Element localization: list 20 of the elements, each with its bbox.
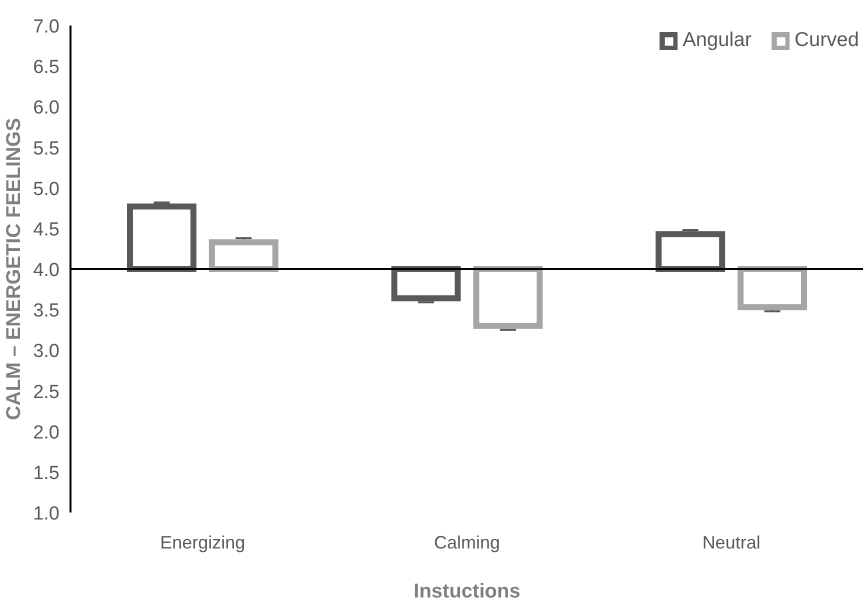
y-axis-title: CALM – ENERGETIC FEELINGS <box>3 118 26 420</box>
y-tick-label: 1.0 <box>33 504 60 524</box>
x-tick-label: Energizing <box>160 532 246 552</box>
legend-label: Angular <box>682 29 752 52</box>
y-tick-label: 4.0 <box>33 260 60 281</box>
y-tick-label: 3.0 <box>33 341 60 362</box>
x-axis-title: Instuctions <box>414 580 520 602</box>
y-tick-label: 1.5 <box>33 462 60 484</box>
y-tick-label: 6.0 <box>33 98 60 119</box>
x-tick-label: Calming <box>434 532 500 552</box>
legend-label: Curved <box>794 29 859 52</box>
y-tick-label: 3.5 <box>33 300 60 322</box>
x-tick-label: Neutral <box>702 532 760 552</box>
y-tick-label: 5.5 <box>33 138 60 160</box>
y-tick-label: 2.0 <box>33 422 60 444</box>
y-tick-label: 7.0 <box>33 16 60 38</box>
y-tick-label: 5.0 <box>33 178 60 200</box>
y-tick-label: 6.5 <box>33 57 60 78</box>
y-tick-label: 4.5 <box>33 219 60 240</box>
y-tick-label: 2.5 <box>33 382 60 403</box>
